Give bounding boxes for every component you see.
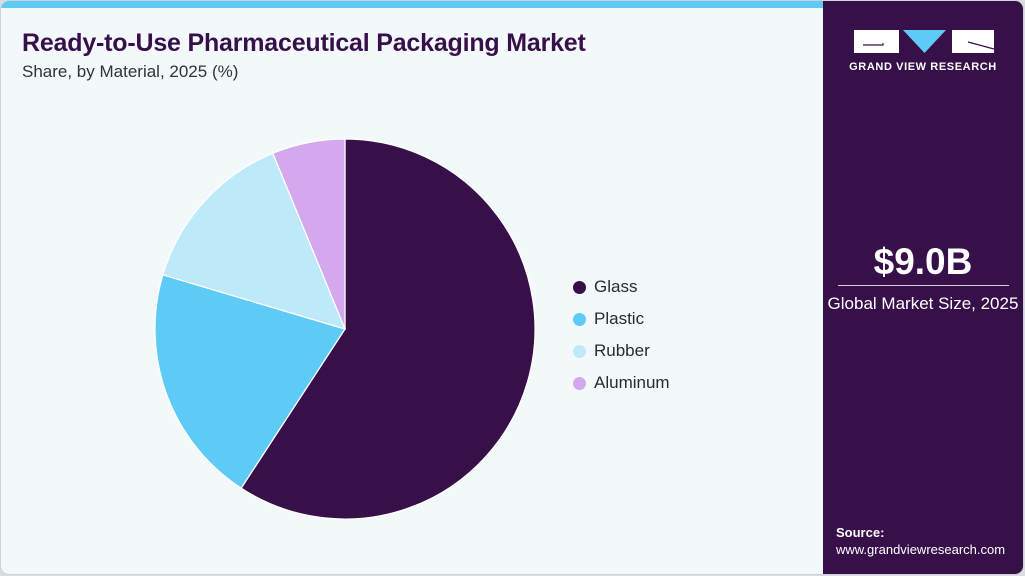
grand-view-research-logo-icon [854,30,995,53]
pie-chart [154,138,536,520]
legend-dot-icon [573,280,586,294]
legend-label: Rubber [594,341,650,360]
legend-label: Plastic [594,309,645,328]
pie-slice-glass [240,138,536,520]
legend: Glass Plastic Rubber Aluminum [573,271,670,399]
market-size-value: $9.0B [873,241,973,282]
pie-slice-rubber [162,152,347,330]
legend-item-glass: Glass [573,271,670,303]
divider [838,285,1009,286]
legend-dot-icon [573,344,586,358]
source-label: Source: [836,525,885,540]
legend-item-plastic: Plastic [573,303,670,335]
accent-bar [1,1,823,8]
legend-item-aluminum: Aluminum [573,367,670,399]
legend-dot-icon [573,376,586,390]
chart-subtitle: Share, by Material, 2025 (%) [22,62,239,81]
logo-text: GRAND VIEW RESEARCH [849,61,997,73]
chart-title: Ready-to-Use Pharmaceutical Packaging Ma… [22,29,586,57]
legend-dot-icon [573,312,586,326]
legend-label: Aluminum [594,373,670,392]
legend-label: Glass [594,277,638,296]
market-size-label: Global Market Size, 2025 [827,294,1019,313]
legend-item-rubber: Rubber [573,335,670,367]
source-link[interactable]: www.grandviewresearch.com [836,542,1006,557]
pie-slice-aluminum [272,138,346,330]
info-panel: GRAND VIEW RESEARCH $9.0B Global Market … [823,1,1023,574]
pie-slice-plastic [154,274,346,489]
